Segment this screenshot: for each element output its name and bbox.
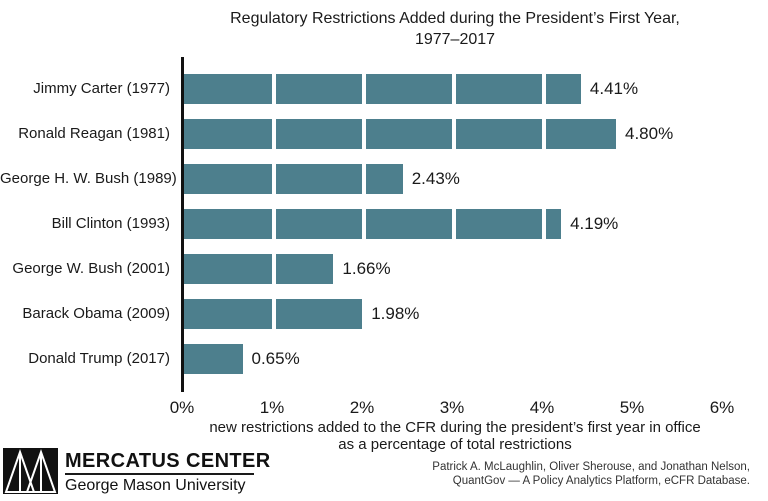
value-label: 4.19% <box>570 214 619 233</box>
chart-title: Regulatory Restrictions Added during the… <box>140 8 768 50</box>
bar-row: Bill Clinton (1993) 4.19% <box>0 209 768 239</box>
bar <box>184 119 616 149</box>
bar-segment-gap <box>542 209 546 239</box>
bar <box>184 164 403 194</box>
bar <box>184 209 562 239</box>
value-label: 4.80% <box>625 124 674 143</box>
bar-segment-gap <box>452 74 456 104</box>
category-label: Barack Obama (2009) <box>22 305 170 322</box>
bar <box>184 254 334 284</box>
bar <box>184 74 581 104</box>
value-label: 1.66% <box>342 259 391 278</box>
bar-segment-gap <box>272 74 276 104</box>
x-tick-label: 5% <box>619 398 645 417</box>
bar-fill <box>184 344 243 374</box>
bar-row: Ronald Reagan (1981) 4.80% <box>0 119 768 149</box>
category-label: George H. W. Bush (1989) <box>0 170 177 187</box>
category-label: Bill Clinton (1993) <box>51 215 170 232</box>
bar-fill <box>184 164 403 194</box>
bar-segment-gap <box>452 119 456 149</box>
x-tick-label: 4% <box>529 398 555 417</box>
bar-segment-gap <box>542 119 546 149</box>
bar-row: George W. Bush (2001) 1.66% <box>0 254 768 284</box>
value-label: 4.41% <box>589 79 639 98</box>
logo-title: MERCATUS CENTER <box>65 450 271 472</box>
bar-segment-gap <box>452 209 456 239</box>
bar-row: Donald Trump (2017) 0.65% <box>0 344 768 374</box>
mercatus-logo-icon <box>3 448 58 499</box>
x-axis-label-line2: as a percentage of total restrictions <box>338 436 572 453</box>
x-axis-label-line1: new restrictions added to the CFR during… <box>209 419 701 436</box>
credit-line2: QuantGov — A Policy Analytics Platform, … <box>452 475 750 487</box>
x-axis-label: new restrictions added to the CFR during… <box>140 419 768 453</box>
bar-fill <box>184 254 334 284</box>
chart-title-line2: 1977–2017 <box>414 31 496 48</box>
y-axis-line <box>181 57 184 392</box>
value-label: 1.98% <box>371 304 420 323</box>
x-tick-label: 6% <box>709 398 735 417</box>
bar-segment-gap <box>272 164 276 194</box>
bar-segment-gap <box>272 119 276 149</box>
mercatus-logo-text: MERCATUS CENTER George Mason University <box>65 450 271 496</box>
category-label: Donald Trump (2017) <box>28 350 170 367</box>
logo-subtitle: George Mason University <box>65 477 246 494</box>
x-tick-label: 1% <box>259 398 285 417</box>
bar-segment-gap <box>362 209 366 239</box>
bar-segment-gap <box>362 119 366 149</box>
x-tick-label: 0% <box>169 398 195 417</box>
bar-fill <box>184 119 616 149</box>
bar <box>184 344 243 374</box>
bar-segment-gap <box>362 164 366 194</box>
logo-divider <box>65 473 254 475</box>
bar-segment-gap <box>362 74 366 104</box>
credit-line1: Patrick A. McLaughlin, Oliver Sherouse, … <box>432 461 750 473</box>
bar-segment-gap <box>272 254 276 284</box>
category-label: George W. Bush (2001) <box>12 260 170 277</box>
chart-title-line1: Regulatory Restrictions Added during the… <box>230 10 680 27</box>
bar-row: Barack Obama (2009) 1.98% <box>0 299 768 329</box>
bar-segment-gap <box>542 74 546 104</box>
bar <box>184 299 363 329</box>
bar-row: George H. W. Bush (1989) 2.43% <box>0 164 768 194</box>
source-credits: Patrick A. McLaughlin, Oliver Sherouse, … <box>432 460 750 488</box>
x-tick-label: 2% <box>349 398 375 417</box>
bar-fill <box>184 74 581 104</box>
category-label: Ronald Reagan (1981) <box>18 125 170 142</box>
x-tick-label: 3% <box>439 398 465 417</box>
value-label: 0.65% <box>251 349 300 368</box>
bar-row: Jimmy Carter (1977) 4.41% <box>0 74 768 104</box>
bar-fill <box>184 209 562 239</box>
bar-segment-gap <box>272 209 276 239</box>
bar-segment-gap <box>272 299 276 329</box>
category-label: Jimmy Carter (1977) <box>33 80 170 97</box>
value-label: 2.43% <box>411 169 460 188</box>
